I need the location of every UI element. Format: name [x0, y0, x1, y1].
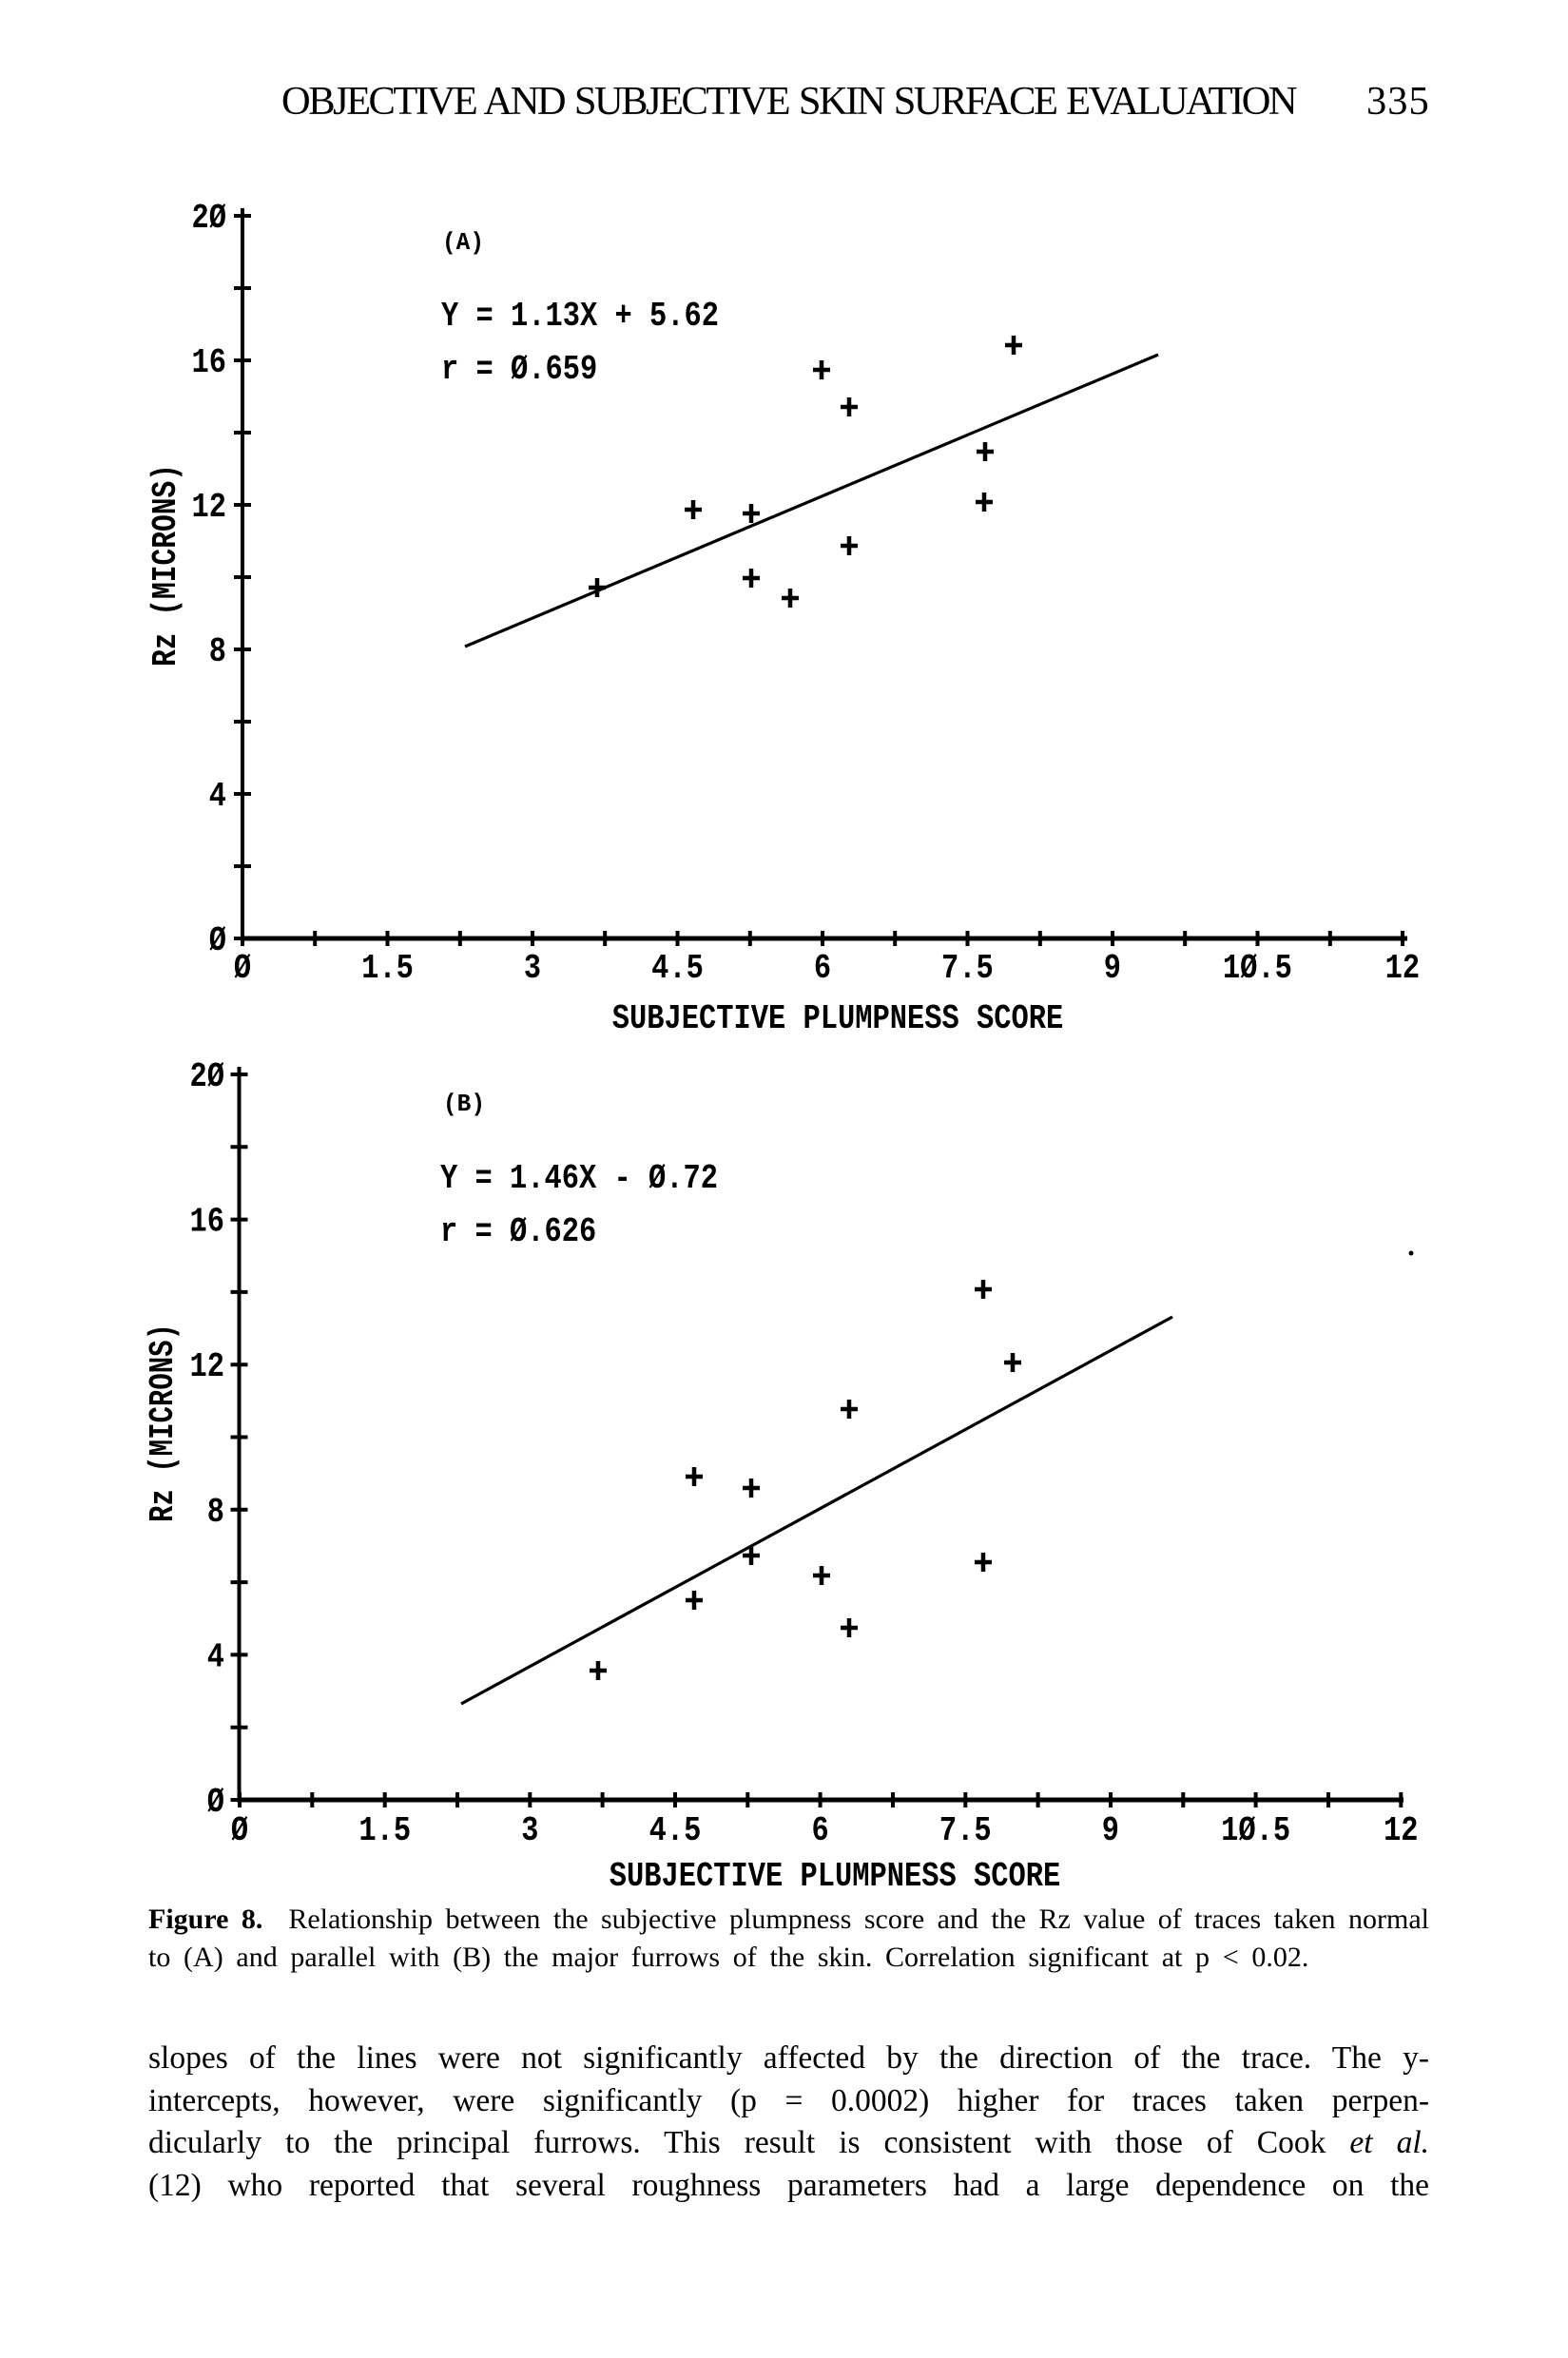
- svg-text:4: 4: [207, 1638, 224, 1677]
- svg-text:8: 8: [207, 1493, 224, 1532]
- svg-text:4.5: 4.5: [649, 1812, 702, 1851]
- svg-text:r = Ø.659: r = Ø.659: [441, 351, 597, 390]
- svg-text:7.5: 7.5: [941, 950, 994, 989]
- svg-text:6: 6: [814, 950, 831, 989]
- svg-text:1.5: 1.5: [358, 1812, 411, 1851]
- svg-text:16: 16: [190, 1203, 225, 1242]
- svg-text:4.5: 4.5: [651, 950, 704, 989]
- svg-text:(A): (A): [442, 228, 484, 257]
- svg-text:Y = 1.13X + 5.62: Y = 1.13X + 5.62: [441, 298, 719, 337]
- svg-text:3: 3: [521, 1812, 538, 1851]
- svg-text:12: 12: [192, 489, 227, 528]
- svg-text:12: 12: [190, 1348, 225, 1387]
- svg-text:Rz (MICRONS): Rz (MICRONS): [145, 1324, 184, 1522]
- svg-text:9: 9: [1102, 1812, 1119, 1851]
- svg-text:3: 3: [524, 950, 541, 989]
- svg-text:Ø: Ø: [207, 1784, 224, 1823]
- svg-text:9: 9: [1104, 950, 1121, 989]
- svg-text:SUBJECTIVE PLUMPNESS SCORE: SUBJECTIVE PLUMPNESS SCORE: [610, 1858, 1061, 1897]
- svg-text:r = Ø.626: r = Ø.626: [440, 1213, 596, 1252]
- svg-text:SUBJECTIVE PLUMPNESS SCORE: SUBJECTIVE PLUMPNESS SCORE: [612, 1000, 1064, 1039]
- svg-text:1Ø.5: 1Ø.5: [1221, 1812, 1290, 1851]
- svg-text:(B): (B): [443, 1090, 485, 1118]
- svg-text:2Ø: 2Ø: [190, 1058, 225, 1097]
- svg-text:7.5: 7.5: [939, 1812, 992, 1851]
- svg-text:4: 4: [209, 778, 226, 817]
- svg-text:1Ø.5: 1Ø.5: [1223, 950, 1292, 989]
- svg-text:12: 12: [1385, 950, 1421, 989]
- svg-text:Ø: Ø: [209, 922, 226, 961]
- svg-text:Ø: Ø: [234, 950, 251, 989]
- svg-text:2Ø: 2Ø: [192, 200, 227, 239]
- svg-text:16: 16: [192, 344, 227, 383]
- svg-text:1.5: 1.5: [361, 950, 414, 989]
- svg-text:Y = 1.46X - Ø.72: Y = 1.46X - Ø.72: [440, 1160, 718, 1199]
- svg-text:8: 8: [209, 633, 226, 672]
- svg-text:6: 6: [812, 1812, 829, 1851]
- svg-text:Rz (MICRONS): Rz (MICRONS): [147, 464, 186, 667]
- svg-text:Ø: Ø: [231, 1812, 248, 1851]
- svg-text:12: 12: [1384, 1812, 1419, 1851]
